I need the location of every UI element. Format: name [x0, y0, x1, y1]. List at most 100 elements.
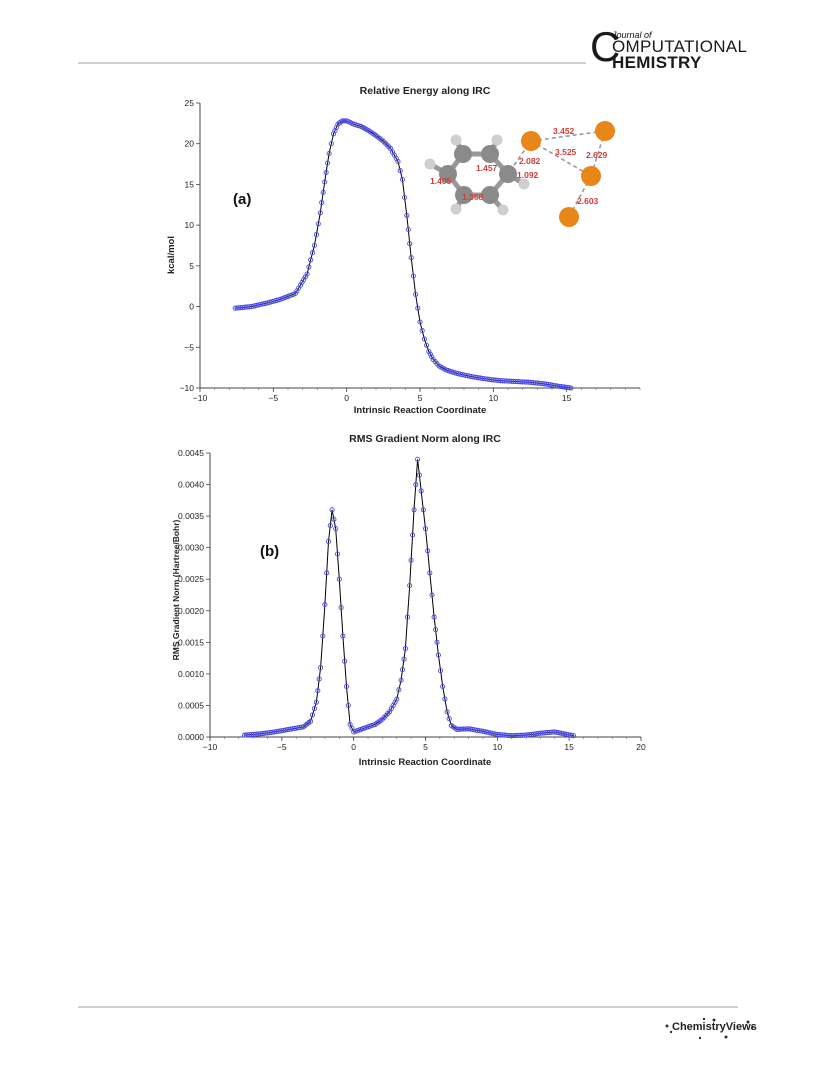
series-line [244, 459, 574, 737]
data-point [319, 200, 325, 206]
data-point [252, 731, 258, 737]
x-tick-label: 20 [636, 742, 646, 752]
y-tick-label: 0.0040 [178, 480, 204, 490]
data-point [241, 304, 247, 310]
data-point [338, 605, 344, 611]
chart-b-series [241, 456, 577, 739]
data-point [236, 305, 242, 311]
data-point [462, 726, 468, 732]
data-point [505, 378, 511, 384]
data-point [540, 381, 546, 387]
y-tick-label: 20 [185, 139, 195, 149]
data-point [507, 378, 513, 384]
data-point [306, 264, 312, 270]
data-point [407, 241, 413, 247]
data-point [418, 488, 424, 494]
data-point [410, 273, 416, 279]
bond-label: 1.092 [517, 170, 539, 180]
data-point [254, 731, 260, 737]
data-point [518, 379, 524, 385]
data-point [519, 732, 526, 738]
data-point [313, 699, 319, 705]
data-point [509, 378, 515, 384]
data-point [308, 257, 314, 263]
data-point [329, 507, 335, 513]
data-point [241, 732, 248, 738]
data-point [438, 668, 444, 674]
data-point [323, 169, 329, 176]
y-tick-label: −10 [180, 383, 195, 393]
x-tick-label: 0 [351, 742, 356, 752]
data-point [397, 168, 403, 174]
data-point [415, 305, 421, 311]
data-point [568, 385, 574, 391]
x-tick-label: 15 [562, 393, 572, 403]
data-point [529, 379, 535, 386]
data-point [464, 726, 470, 732]
carbon-atom [454, 145, 472, 163]
chart-b-x-ticks: −10 −5 0 5 10 15 20 [203, 737, 646, 752]
x-tick-label: −5 [277, 742, 287, 752]
y-tick-label: 10 [185, 220, 195, 230]
bond-label: 1.368 [462, 192, 484, 202]
bottom-rule [78, 1006, 738, 1008]
data-point [539, 730, 545, 736]
y-tick-label: 0.0045 [178, 448, 204, 458]
data-point [498, 732, 504, 738]
data-point [429, 592, 435, 598]
data-point [322, 179, 328, 185]
data-point [417, 319, 423, 325]
data-point [334, 551, 341, 557]
relative-energy-chart: Relative Energy along IRC −10 −5 0 5 10 15 −1… [166, 85, 641, 416]
bond-label: 1.457 [476, 163, 498, 173]
data-point [510, 378, 517, 384]
data-point [503, 732, 509, 738]
data-point [259, 731, 265, 737]
carbon-atom [439, 165, 457, 183]
data-point [523, 732, 529, 738]
data-point [531, 380, 537, 386]
bond-label: 2.603 [577, 196, 599, 206]
data-point [327, 523, 333, 529]
data-point [536, 730, 542, 736]
chart-a-panel-label: (a) [233, 191, 251, 208]
chart-a-y-label: kcal/mol [166, 236, 177, 274]
data-point [422, 526, 429, 532]
data-point [325, 160, 331, 166]
data-point [518, 732, 524, 738]
data-point [459, 726, 465, 732]
phosphorus-atom [559, 207, 579, 227]
journal-initial: C [590, 23, 621, 70]
data-point [485, 376, 491, 382]
data-point [454, 726, 460, 732]
data-point [483, 376, 489, 382]
data-point [500, 732, 506, 738]
x-tick-label: 10 [493, 742, 503, 752]
data-point [304, 271, 310, 277]
x-tick-label: −10 [193, 393, 208, 403]
x-tick-label: 10 [489, 393, 499, 403]
data-point [311, 242, 317, 249]
data-point [536, 380, 542, 386]
data-point [521, 732, 527, 738]
bond-label: 2.629 [586, 150, 608, 160]
y-tick-label: 0.0030 [178, 543, 204, 553]
data-point [488, 377, 495, 383]
data-point [532, 380, 539, 386]
data-point [440, 683, 446, 690]
data-point [401, 656, 407, 662]
hydrogen-atom [450, 134, 462, 146]
data-point [343, 683, 350, 690]
data-point [326, 150, 332, 157]
data-point [433, 627, 439, 633]
x-tick-label: 0 [344, 393, 349, 403]
y-tick-label: 0.0015 [178, 637, 204, 647]
data-point [509, 733, 515, 739]
data-point [426, 348, 432, 354]
data-point [255, 731, 262, 737]
data-point [505, 732, 511, 738]
chart-b-y-ticks: 0.0000 0.0005 0.0010 0.0015 0.0020 0.0025 0.00… [178, 448, 210, 742]
data-point [427, 570, 433, 576]
data-point [534, 380, 540, 386]
data-point [317, 210, 323, 216]
